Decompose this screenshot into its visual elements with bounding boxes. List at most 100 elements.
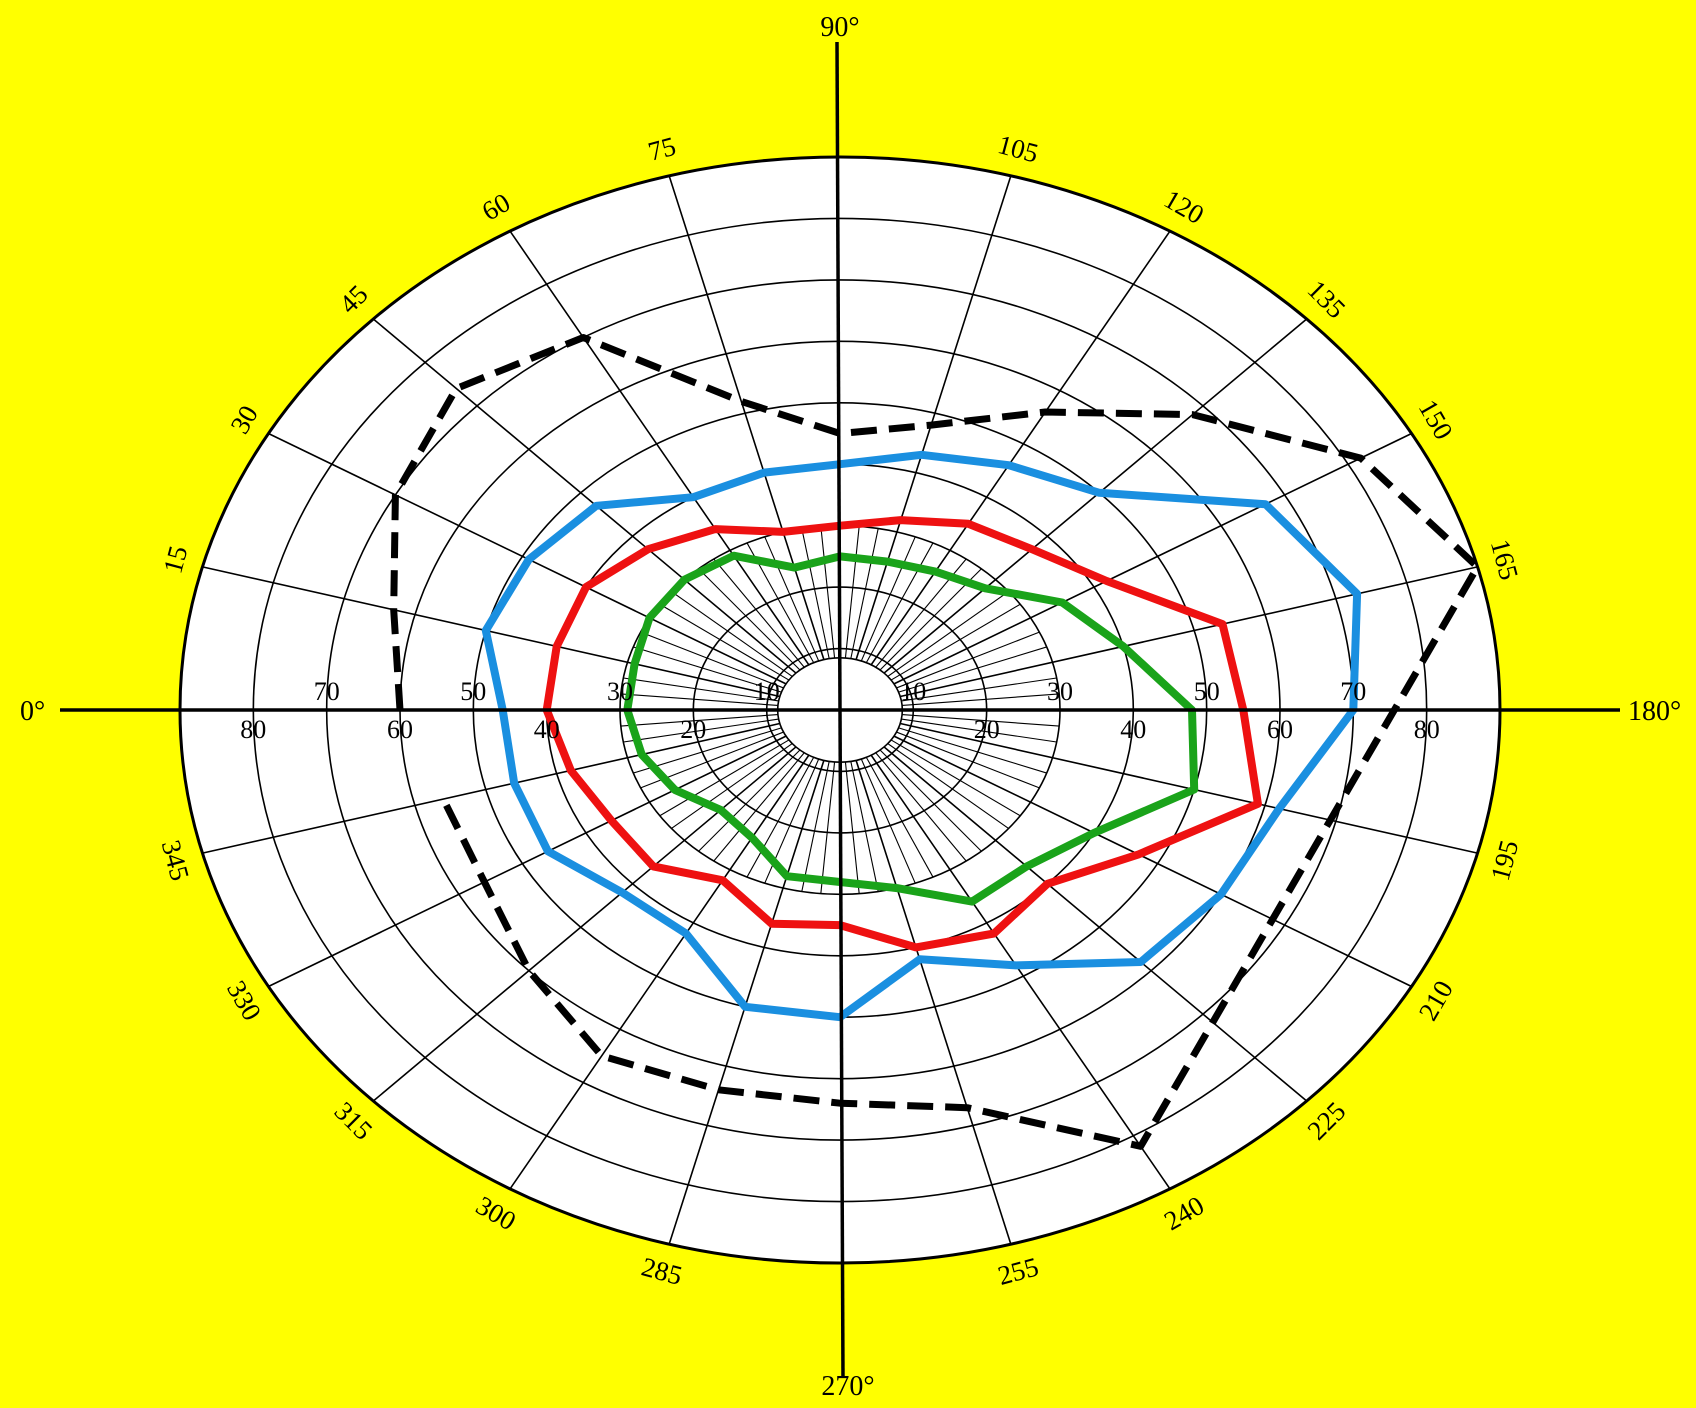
- ring-label-20-left: 20: [680, 715, 706, 744]
- fine-spoke-50: [698, 568, 801, 671]
- fine-spoke-80: [801, 528, 830, 659]
- spoke-210: [893, 735, 1412, 988]
- fine-spoke-55: [713, 558, 805, 668]
- fine-spoke-170: [901, 677, 1057, 702]
- meridian-label-345: 345: [156, 837, 195, 884]
- meridian-label-240: 240: [1159, 1190, 1209, 1236]
- meridian-label-195: 195: [1485, 837, 1524, 884]
- fine-spoke-260: [850, 761, 879, 892]
- fine-spoke-325: [659, 739, 790, 817]
- ring-label-70-left: 70: [314, 677, 340, 706]
- fine-spoke-320: [671, 743, 793, 829]
- spoke-255: [855, 760, 1012, 1245]
- spoke-15: [202, 566, 780, 698]
- meridian-label-330: 330: [221, 975, 267, 1025]
- spoke-120: [870, 230, 1171, 666]
- axis-end-label-right: 180°: [1628, 696, 1681, 727]
- ring-label-70-right: 70: [1340, 677, 1366, 706]
- fine-spoke-275: [820, 761, 836, 894]
- meridian-label-15: 15: [157, 543, 193, 577]
- spoke-345: [202, 722, 780, 854]
- fine-spoke-215: [890, 739, 1021, 817]
- spoke-135: [883, 318, 1308, 674]
- meridian-label-75: 75: [645, 131, 679, 167]
- fine-spoke-100: [850, 528, 879, 659]
- meridian-label-45: 45: [333, 279, 373, 319]
- fine-spoke-95: [844, 526, 860, 659]
- fine-spoke-140: [887, 591, 1009, 677]
- meridian-label-30: 30: [224, 400, 263, 438]
- ring-label-50-left: 50: [460, 677, 486, 706]
- fine-spoke-115: [865, 542, 934, 663]
- spoke-60: [509, 230, 810, 666]
- fine-spoke-205: [896, 731, 1040, 789]
- fine-spoke-280: [801, 761, 830, 892]
- ring-label-10-right: 10: [900, 677, 926, 706]
- spoke-330: [268, 735, 787, 988]
- axis-end-label-bottom: 270°: [821, 1371, 874, 1402]
- fine-spoke-155: [896, 631, 1040, 689]
- fine-spoke-190: [901, 718, 1057, 743]
- meridian-label-315: 315: [329, 1096, 379, 1146]
- fine-spoke-340: [633, 727, 782, 774]
- spoke-300: [509, 754, 810, 1190]
- meridian-label-255: 255: [995, 1251, 1042, 1290]
- fine-spoke-235: [875, 752, 967, 862]
- meridian-label-150: 150: [1413, 394, 1459, 444]
- ring-label-10-left: 10: [754, 677, 780, 706]
- ring-label-60-right: 60: [1267, 715, 1293, 744]
- fine-spoke-265: [844, 761, 860, 894]
- meridian-label-285: 285: [638, 1251, 685, 1290]
- spoke-240: [870, 754, 1171, 1190]
- fine-spoke-245: [865, 757, 934, 878]
- fine-spoke-70: [764, 536, 820, 662]
- ring-label-40-left: 40: [534, 715, 560, 744]
- fine-spoke-35: [659, 603, 790, 681]
- meridian-label-120: 120: [1159, 184, 1209, 230]
- ring-label-80-left: 80: [240, 715, 266, 744]
- fine-spoke-305: [713, 752, 805, 862]
- fine-spoke-85: [820, 526, 836, 659]
- meridian-label-225: 225: [1302, 1096, 1352, 1146]
- fine-spoke-145: [890, 603, 1021, 681]
- fine-spoke-295: [746, 757, 815, 878]
- meridian-label-105: 105: [995, 129, 1042, 168]
- fine-spoke-310: [698, 749, 801, 852]
- ring-label-60-left: 60: [387, 715, 413, 744]
- ring-label-50-right: 50: [1194, 677, 1220, 706]
- fine-spoke-250: [860, 758, 916, 884]
- spoke-225: [883, 746, 1308, 1102]
- spoke-45: [372, 318, 797, 674]
- fine-spoke-355: [620, 714, 778, 727]
- meridian-label-60: 60: [477, 187, 515, 226]
- fine-spoke-10: [623, 677, 779, 702]
- meridian-label-300: 300: [471, 1190, 521, 1236]
- meridian-label-135: 135: [1302, 274, 1352, 324]
- fine-spoke-185: [902, 714, 1060, 727]
- spoke-165: [900, 566, 1478, 698]
- fine-spoke-200: [898, 727, 1047, 774]
- meridian-label-165: 165: [1485, 536, 1524, 583]
- axis-end-label-top: 90°: [820, 12, 859, 43]
- fine-spoke-160: [898, 646, 1047, 693]
- spoke-150: [893, 432, 1412, 685]
- axis-end-label-left: 0°: [20, 696, 45, 727]
- fine-spoke-230: [879, 749, 982, 852]
- spoke-315: [372, 746, 797, 1102]
- vertical-axis: [835, 41, 845, 1379]
- series-line-1: [390, 334, 1481, 1150]
- fine-spoke-25: [640, 631, 784, 689]
- ring-label-20-right: 20: [974, 715, 1000, 744]
- fine-spoke-220: [887, 743, 1009, 829]
- ring-label-30-left: 30: [607, 677, 633, 706]
- fine-spoke-5: [620, 693, 778, 706]
- meridian-label-210: 210: [1413, 975, 1459, 1025]
- ring-label-30-right: 30: [1047, 677, 1073, 706]
- fine-spoke-20: [633, 646, 782, 693]
- fine-spoke-175: [902, 693, 1060, 706]
- ring-label-80-right: 80: [1414, 715, 1440, 744]
- spoke-105: [855, 175, 1012, 660]
- spoke-75: [668, 175, 825, 660]
